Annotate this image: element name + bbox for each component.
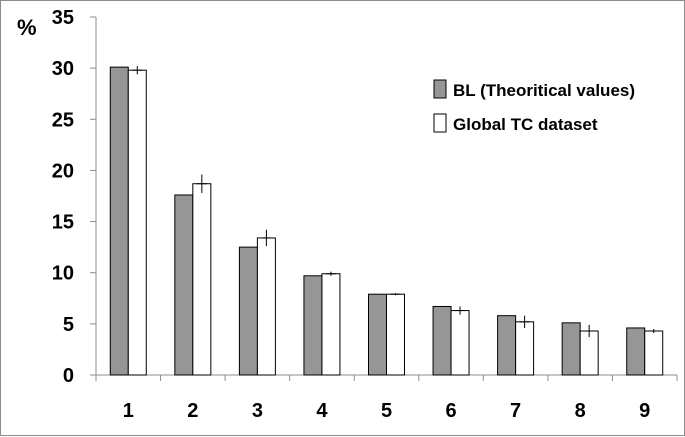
x-tick-label-8: 8	[575, 400, 586, 422]
bar-global-6	[450, 310, 470, 376]
y-tick-label-30: 30	[52, 58, 74, 80]
legend-swatch-global	[433, 113, 447, 133]
bar-global-8	[579, 330, 599, 376]
error-bars	[132, 66, 659, 338]
x-tick-label-4: 4	[316, 400, 328, 422]
bar-bl-7	[497, 315, 517, 376]
y-tick-label-0: 0	[63, 365, 74, 387]
x-tick-label-7: 7	[510, 400, 521, 422]
y-tick-label-20: 20	[52, 160, 74, 182]
bar-global-9	[644, 330, 664, 376]
bar-bl-6	[432, 305, 452, 376]
legend-label-global: Global TC dataset	[453, 115, 598, 134]
y-axis-label: %	[17, 15, 37, 40]
x-tick-label-3: 3	[252, 400, 263, 422]
bars	[109, 66, 664, 376]
x-tick-label-1: 1	[123, 400, 134, 422]
bar-bl-8	[561, 322, 581, 376]
bar-global-3	[256, 237, 276, 376]
legend: BL (Theoritical values) Global TC datase…	[433, 79, 635, 134]
bar-bl-9	[626, 327, 646, 376]
x-tick-label-5: 5	[381, 400, 392, 422]
y-tick-label-5: 5	[63, 314, 74, 336]
bar-bl-1	[109, 66, 129, 376]
tick-labels: 0 5 10 15 20 25 30 35 1 2 3 4 5 6 7 8 9	[52, 7, 651, 422]
bar-bl-4	[303, 275, 323, 376]
legend-label-bl: BL (Theoritical values)	[453, 81, 635, 100]
bar-bl-2	[174, 194, 194, 376]
y-tick-label-35: 35	[52, 7, 74, 29]
bar-global-4	[321, 273, 341, 376]
x-tick-label-2: 2	[187, 400, 198, 422]
x-tick-label-9: 9	[639, 400, 650, 422]
y-tick-label-10: 10	[52, 263, 74, 285]
bar-global-5	[386, 293, 405, 376]
bar-global-2	[192, 183, 212, 376]
legend-swatch-bl	[433, 79, 447, 99]
bar-bl-3	[238, 246, 258, 376]
y-tick-label-25: 25	[52, 109, 74, 131]
bar-global-7	[515, 321, 535, 376]
bar-global-1	[127, 69, 147, 376]
x-tick-label-6: 6	[445, 400, 456, 422]
bar-bl-5	[368, 293, 387, 376]
y-tick-label-15: 15	[52, 212, 74, 234]
